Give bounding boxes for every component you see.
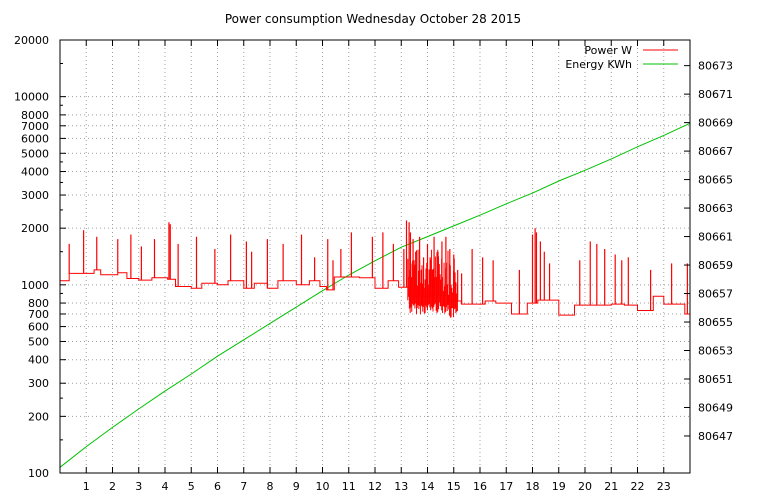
- y-left-tick-label: 3000: [21, 189, 49, 202]
- legend-label: Energy KWh: [565, 58, 632, 71]
- y-right-tick-label: 80651: [698, 373, 733, 386]
- y-right-tick-label: 80673: [698, 60, 733, 73]
- x-tick-label: 16: [473, 480, 487, 493]
- y-left-tick-label: 400: [28, 354, 49, 367]
- x-tick-label: 12: [368, 480, 382, 493]
- y-right-tick-label: 80665: [698, 174, 733, 187]
- x-tick-label: 9: [293, 480, 300, 493]
- power-series: [60, 220, 690, 318]
- y-left-tick-label: 700: [28, 308, 49, 321]
- power-line: [60, 269, 690, 316]
- x-tick-label: 6: [214, 480, 221, 493]
- legend-label: Power W: [584, 44, 632, 57]
- y-right-tick-label: 80669: [698, 117, 733, 130]
- y-right-tick-label: 80655: [698, 316, 733, 329]
- y-right-tick-label: 80659: [698, 259, 733, 272]
- y-left-tick-label: 10000: [14, 91, 49, 104]
- y-left-tick-label: 20000: [14, 34, 49, 47]
- y-left-tick-label: 100: [28, 467, 49, 480]
- y-right-tick-label: 80657: [698, 288, 733, 301]
- y-left-tick-label: 4000: [21, 166, 49, 179]
- x-tick-label: 14: [421, 480, 435, 493]
- y-right-tick-label: 80647: [698, 430, 733, 443]
- x-tick-label: 22: [631, 480, 645, 493]
- x-tick-label: 11: [342, 480, 356, 493]
- x-tick-label: 19: [552, 480, 566, 493]
- axis-ticks: [60, 39, 690, 474]
- y-right-tick-label: 80671: [698, 88, 733, 101]
- y-right-tick-label: 80649: [698, 401, 733, 414]
- x-tick-label: 10: [316, 480, 330, 493]
- x-tick-label: 18: [526, 480, 540, 493]
- y-left-tick-label: 6000: [21, 132, 49, 145]
- tick-labels: 1 2 3 4 5 6 7 8 9 10 11 12 13 14 15 16 17 18 19 20 21 22 23100…: [14, 34, 733, 493]
- x-tick-label: 21: [604, 480, 618, 493]
- x-tick-label: 8: [267, 480, 274, 493]
- y-left-tick-label: 7000: [21, 120, 49, 133]
- y-left-tick-label: 2000: [21, 222, 49, 235]
- energy-line: [59, 122, 691, 468]
- x-tick-label: 17: [499, 480, 513, 493]
- x-tick-label: 7: [240, 480, 247, 493]
- x-tick-label: 15: [447, 480, 461, 493]
- x-tick-label: 13: [394, 480, 408, 493]
- y-left-tick-label: 800: [28, 297, 49, 310]
- y-right-tick-label: 80661: [698, 231, 733, 244]
- y-right-tick-label: 80663: [698, 202, 733, 215]
- chart-title: Power consumption Wednesday October 28 2…: [225, 12, 521, 26]
- x-tick-label: 20: [578, 480, 592, 493]
- x-tick-label: 1: [83, 480, 90, 493]
- x-tick-label: 3: [135, 480, 142, 493]
- y-left-tick-label: 300: [28, 377, 49, 390]
- x-tick-label: 2: [109, 480, 116, 493]
- energy-series: [59, 122, 691, 468]
- grid-lines: [60, 39, 690, 474]
- y-left-tick-label: 600: [28, 321, 49, 334]
- y-left-tick-label: 200: [28, 410, 49, 423]
- y-right-tick-label: 80667: [698, 145, 733, 158]
- y-left-tick-label: 8000: [21, 109, 49, 122]
- x-tick-label: 23: [657, 480, 671, 493]
- y-left-tick-label: 5000: [21, 147, 49, 160]
- y-right-tick-label: 80653: [698, 345, 733, 358]
- y-left-tick-label: 1000: [21, 279, 49, 292]
- x-tick-label: 5: [188, 480, 195, 493]
- y-left-tick-label: 500: [28, 335, 49, 348]
- x-tick-label: 4: [162, 480, 169, 493]
